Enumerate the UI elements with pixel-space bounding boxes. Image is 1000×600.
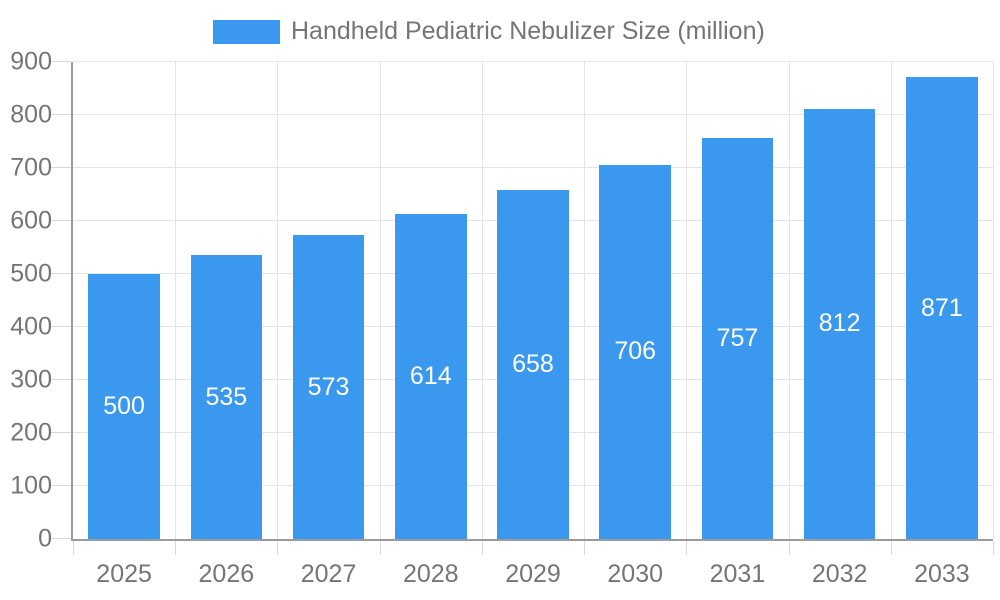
y-axis-tick-label: 500: [10, 259, 52, 288]
gridline-vertical: [175, 62, 177, 539]
gridline-vertical: [481, 62, 483, 539]
bar-value-label: 500: [103, 392, 145, 420]
bar-2027[interactable]: 573: [292, 235, 365, 539]
x-axis-tick-label: 2033: [914, 560, 970, 588]
plot-area: 500 535 573 614 658 706 757 812 871: [51, 61, 994, 555]
y-axis-tick-label: 100: [10, 471, 52, 500]
x-axis-tick: [993, 541, 994, 555]
y-axis-tick-label: 800: [10, 100, 52, 129]
legend-label: Handheld Pediatric Nebulizer Size (milli…: [291, 17, 765, 45]
bar-value-label: 573: [307, 372, 350, 401]
gridline-vertical: [890, 62, 892, 539]
y-axis-tick-label: 900: [10, 47, 52, 76]
y-axis-tick: [51, 379, 71, 381]
bar-2030[interactable]: 706: [599, 164, 671, 539]
x-axis-tick: [175, 541, 177, 555]
gridline-vertical: [686, 62, 688, 539]
gridline-vertical: [788, 62, 790, 539]
y-axis-tick-label: 0: [38, 524, 52, 553]
x-axis-tick: [686, 541, 688, 555]
x-axis-tick: [277, 541, 279, 555]
gridline-vertical: [584, 62, 586, 539]
x-axis-tick: [584, 541, 586, 555]
y-axis-tick: [51, 538, 71, 539]
y-axis-tick: [51, 61, 71, 62]
bar-2031[interactable]: 757: [701, 137, 774, 539]
bar-2028[interactable]: 614: [395, 213, 467, 539]
x-axis-tick: [788, 541, 790, 555]
x-axis-tick: [481, 541, 483, 555]
bar-2026[interactable]: 535: [190, 255, 263, 539]
x-axis-tick-label: 2027: [300, 560, 357, 588]
y-axis-labels: 0 100 200 300 400 500 600 700 800 900: [0, 49, 52, 551]
chart-legend[interactable]: Handheld Pediatric Nebulizer Size (milli…: [213, 17, 765, 46]
x-axis-tick-label: 2026: [198, 560, 255, 588]
gridline-horizontal: [73, 114, 993, 115]
bar-value-label: 658: [512, 350, 554, 379]
y-axis-tick-label: 200: [10, 418, 52, 447]
x-axis-tick-label: 2025: [96, 560, 152, 588]
y-axis-tick-label: 400: [10, 312, 52, 341]
x-axis-tick: [379, 541, 381, 555]
x-axis-tick: [890, 541, 892, 555]
x-axis-labels: 2025 2026 2027 2028 2029 2030 2031 2032 2033: [73, 539, 993, 589]
gridline-horizontal: [73, 167, 993, 168]
bar-value-label: 757: [716, 323, 759, 352]
gridline-horizontal: [73, 61, 993, 62]
y-axis-tick-label: 300: [10, 365, 52, 394]
gridline-vertical: [277, 62, 279, 539]
bar-2032[interactable]: 812: [803, 108, 876, 539]
bar-value-label: 871: [921, 293, 963, 322]
y-axis-tick: [51, 326, 71, 327]
y-axis-tick: [51, 220, 71, 222]
gridline-vertical: [379, 62, 381, 539]
x-axis-tick-label: 2028: [402, 560, 459, 588]
y-axis-tick: [51, 432, 71, 433]
bar-value-label: 614: [409, 361, 452, 390]
gridline-vertical: [993, 62, 994, 539]
bar-value-label: 812: [818, 309, 861, 338]
y-axis-tick: [51, 114, 71, 115]
x-axis-tick: [73, 541, 74, 555]
y-axis-tick-label: 700: [10, 153, 52, 182]
x-axis-tick-label: 2031: [709, 560, 766, 588]
bar-value-label: 706: [614, 337, 657, 366]
bar-2025[interactable]: 500: [88, 274, 160, 539]
y-axis-tick: [51, 167, 71, 168]
bar-2029[interactable]: 658: [497, 190, 569, 539]
y-axis-tick-label: 600: [10, 206, 52, 235]
legend-swatch-icon: [213, 19, 280, 44]
y-axis-tick: [51, 485, 71, 486]
bar-2033[interactable]: 871: [906, 77, 978, 539]
bar-value-label: 535: [205, 382, 248, 411]
x-axis-tick-label: 2030: [607, 560, 664, 588]
y-axis-tick: [51, 273, 71, 274]
x-axis-tick-label: 2029: [505, 560, 561, 588]
x-axis-tick-label: 2032: [811, 560, 868, 588]
